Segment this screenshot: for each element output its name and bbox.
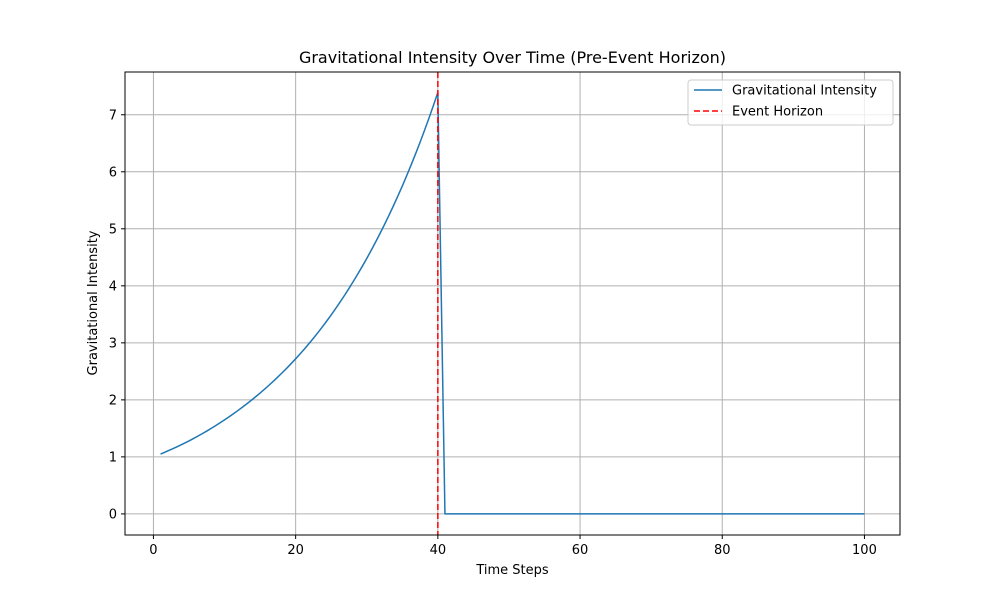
- plot-frame: [124, 71, 901, 536]
- legend-label: Gravitational Intensity: [732, 84, 877, 99]
- y-tick-label: 1: [109, 450, 117, 465]
- y-tick-label: 6: [109, 165, 117, 180]
- legend: Gravitational Intensity Event Horizon: [687, 79, 894, 126]
- y-tick-label: 4: [109, 279, 117, 294]
- y-tick-label: 0: [109, 507, 117, 522]
- x-tick-label: 80: [714, 543, 731, 558]
- legend-label: Event Horizon: [732, 105, 823, 120]
- x-tick-label: 100: [852, 543, 877, 558]
- y-tick-label: 2: [109, 393, 117, 408]
- x-axis-title: Time Steps: [475, 563, 549, 578]
- legend-box: [687, 79, 894, 126]
- x-tick-label: 0: [149, 543, 157, 558]
- y-axis-title: Gravitational Intensity: [86, 230, 101, 375]
- tick-layer: 0 20 40 60 80 100 0 1 2 3 4 5 6 7: [109, 108, 877, 558]
- data-layer: [160, 72, 865, 535]
- y-tick-label: 7: [109, 108, 117, 123]
- series-line-gravitational-intensity: [160, 91, 865, 515]
- x-tick-label: 20: [287, 543, 304, 558]
- chart-title: Gravitational Intensity Over Time (Pre-E…: [299, 48, 726, 67]
- y-tick-label: 5: [109, 222, 117, 237]
- x-tick-label: 40: [430, 543, 447, 558]
- x-tick-label: 60: [572, 543, 589, 558]
- y-tick-label: 3: [109, 336, 117, 351]
- grid-layer: [125, 72, 900, 535]
